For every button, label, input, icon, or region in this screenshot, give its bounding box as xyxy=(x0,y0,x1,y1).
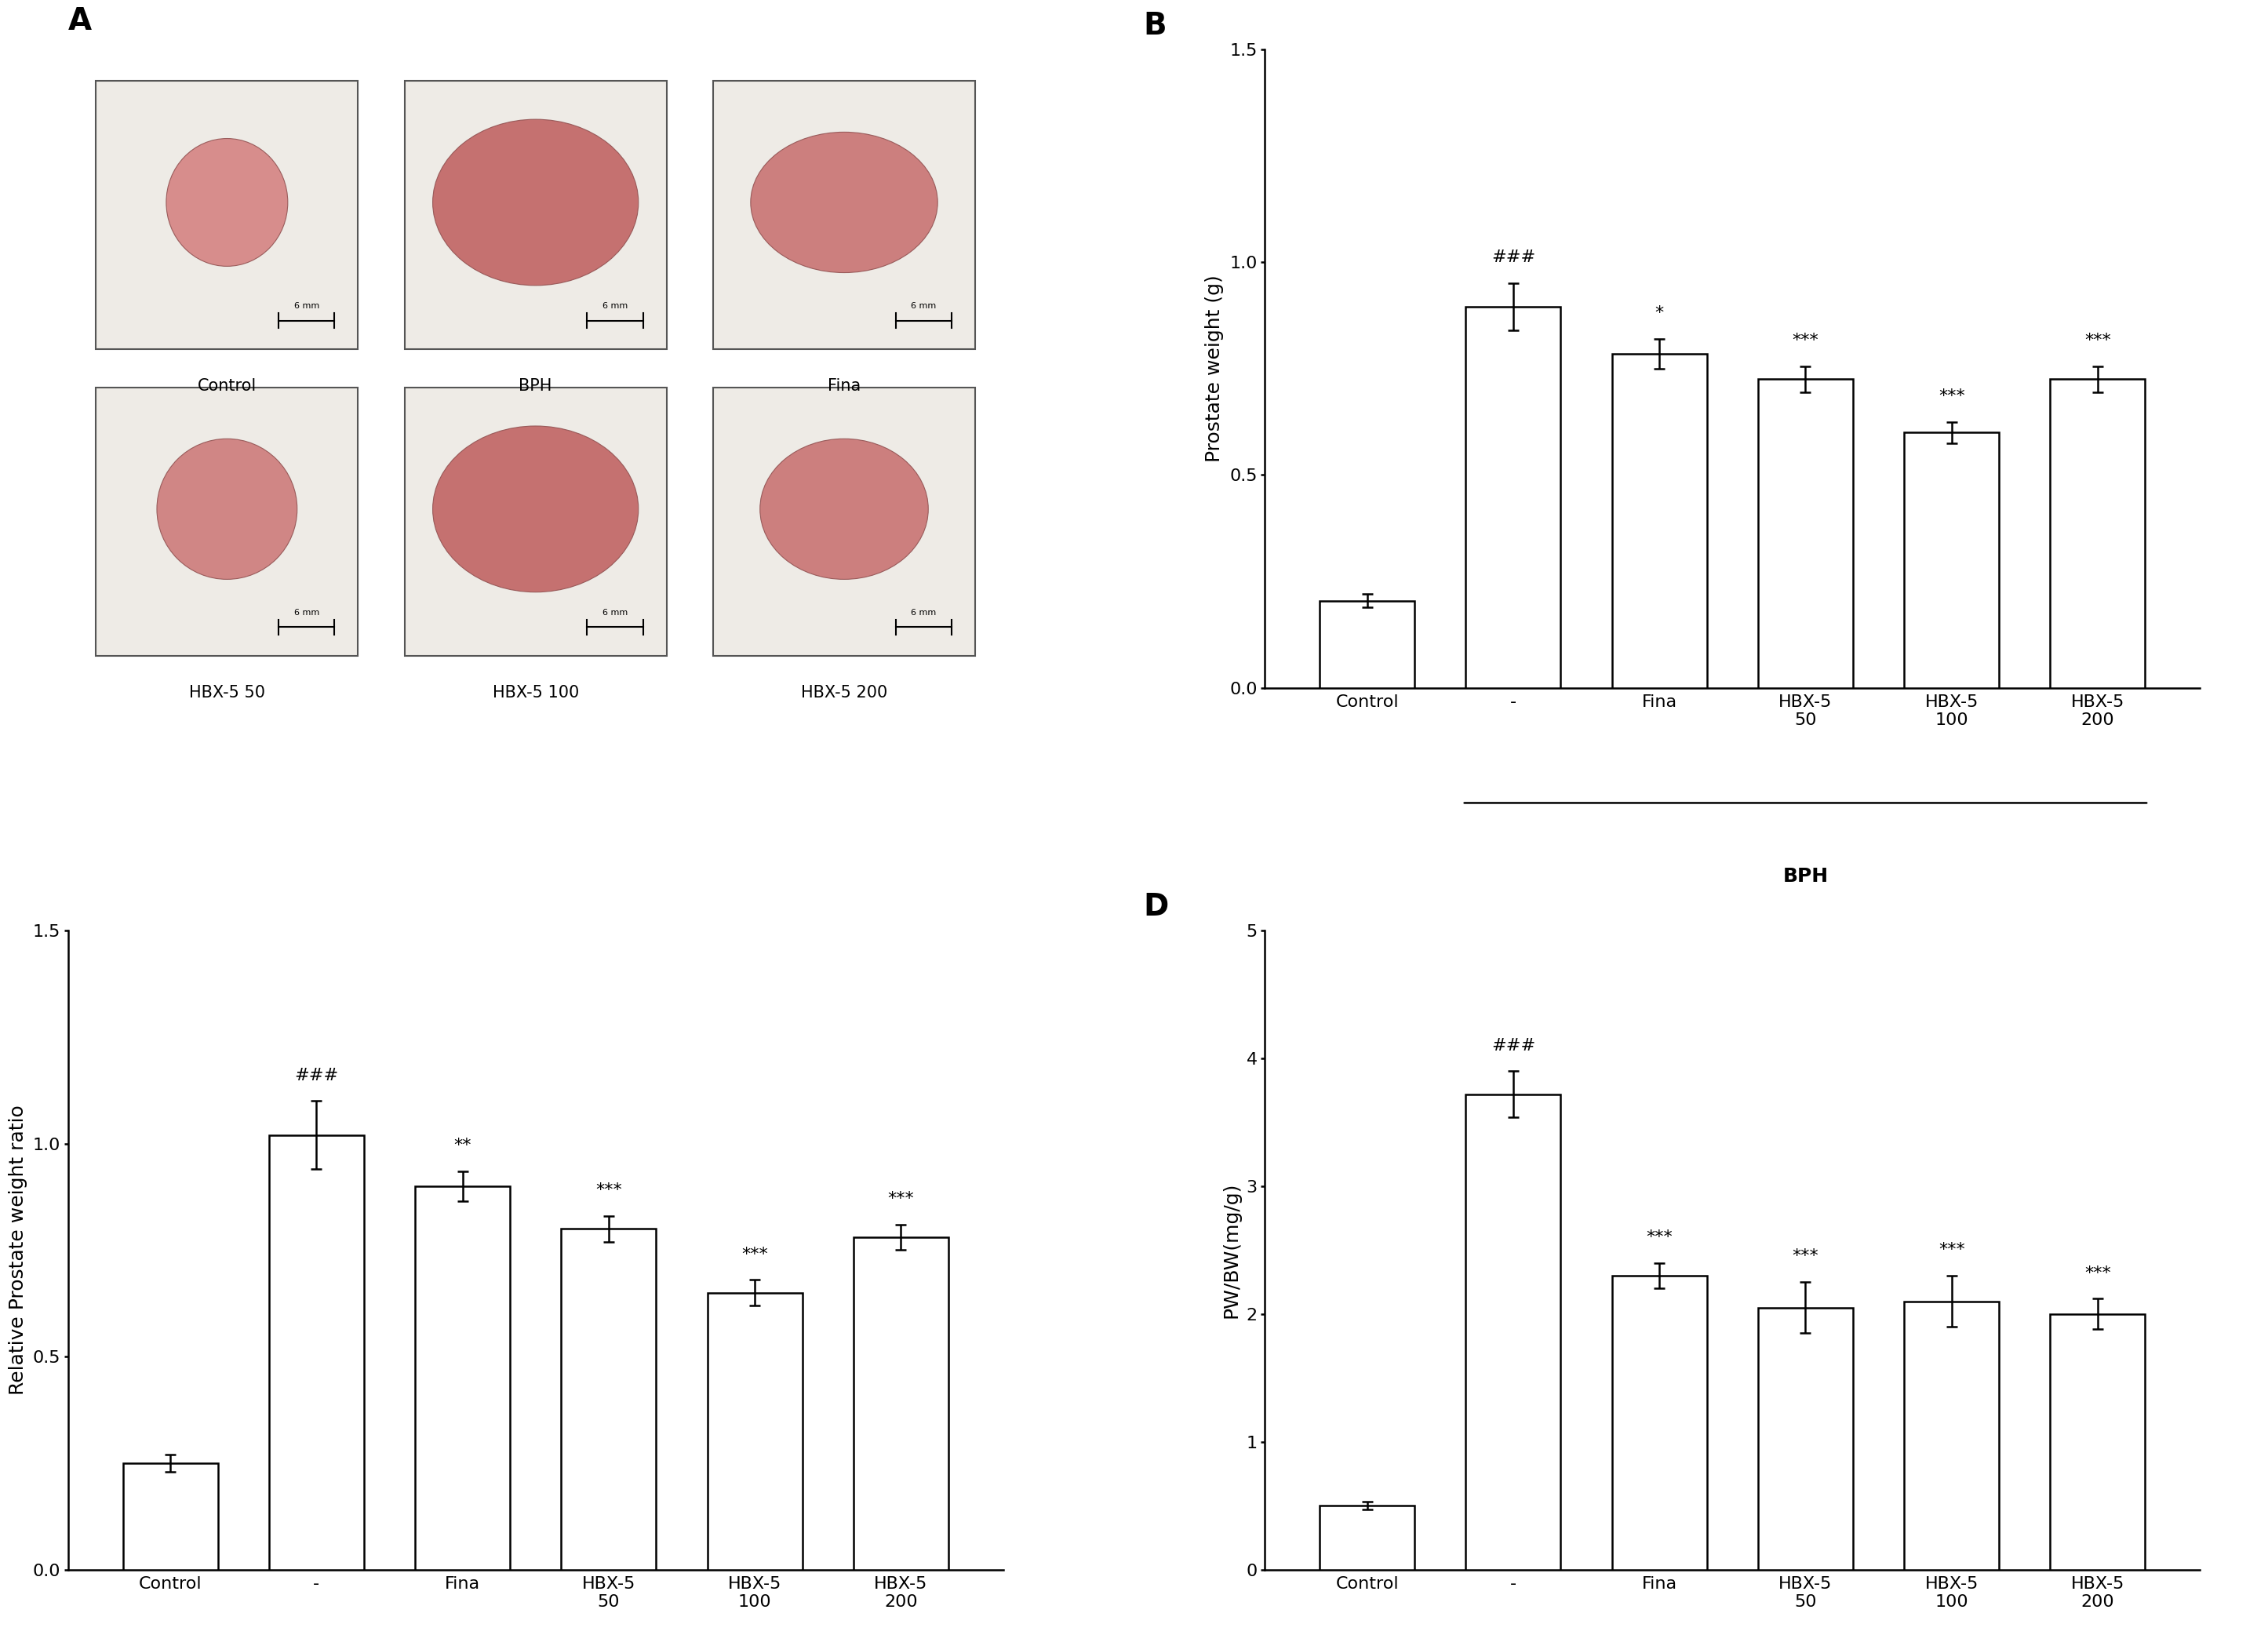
Text: A: A xyxy=(68,7,91,36)
Y-axis label: PW/BW(mg/g): PW/BW(mg/g) xyxy=(1222,1182,1241,1318)
Text: ###: ### xyxy=(1492,1038,1535,1053)
Text: **: ** xyxy=(454,1138,472,1153)
Text: 6 mm: 6 mm xyxy=(912,302,937,309)
Bar xyxy=(1758,379,1853,688)
Ellipse shape xyxy=(760,438,928,579)
Bar xyxy=(122,1463,218,1570)
Text: D: D xyxy=(1143,893,1168,922)
Text: HBX-5 100: HBX-5 100 xyxy=(492,685,578,700)
FancyBboxPatch shape xyxy=(404,387,667,656)
FancyBboxPatch shape xyxy=(95,82,358,350)
Bar xyxy=(708,1293,803,1570)
Bar xyxy=(1465,307,1560,688)
Text: BPH: BPH xyxy=(1783,867,1828,886)
Text: HBX-5 200: HBX-5 200 xyxy=(801,685,887,700)
Bar xyxy=(1320,600,1415,688)
Bar xyxy=(1758,1308,1853,1570)
Text: HBX-5 50: HBX-5 50 xyxy=(188,685,265,700)
Text: ***: *** xyxy=(2084,334,2112,348)
Bar xyxy=(1320,1506,1415,1570)
Text: ***: *** xyxy=(1792,1249,1819,1264)
Text: 6 mm: 6 mm xyxy=(603,302,628,309)
Text: 6 mm: 6 mm xyxy=(603,608,628,616)
Text: ***: *** xyxy=(2084,1265,2112,1280)
Bar xyxy=(1613,353,1708,688)
Ellipse shape xyxy=(166,139,288,267)
Bar xyxy=(270,1135,363,1570)
Text: ***: *** xyxy=(1939,1243,1964,1257)
Text: Control: Control xyxy=(197,378,256,394)
Text: ***: *** xyxy=(1939,387,1964,404)
Bar xyxy=(1613,1275,1708,1570)
FancyBboxPatch shape xyxy=(712,82,975,350)
Text: B: B xyxy=(1143,11,1166,41)
Y-axis label: Relative Prostate weight ratio: Relative Prostate weight ratio xyxy=(9,1105,27,1395)
Bar xyxy=(853,1238,948,1570)
Text: Fina: Fina xyxy=(828,378,862,394)
Text: ###: ### xyxy=(1492,250,1535,265)
Ellipse shape xyxy=(433,427,637,592)
Bar xyxy=(2050,379,2146,688)
Text: ***: *** xyxy=(1792,334,1819,348)
Ellipse shape xyxy=(751,132,937,273)
Y-axis label: Prostate weight (g): Prostate weight (g) xyxy=(1204,275,1225,463)
FancyBboxPatch shape xyxy=(95,387,358,656)
Bar xyxy=(1905,1301,1998,1570)
Text: ***: *** xyxy=(887,1190,914,1207)
Text: BPH: BPH xyxy=(519,378,551,394)
Bar xyxy=(560,1230,655,1570)
Text: ***: *** xyxy=(596,1182,621,1198)
Bar xyxy=(1905,432,1998,688)
FancyBboxPatch shape xyxy=(404,82,667,350)
Text: ***: *** xyxy=(1647,1230,1672,1244)
Text: 6 mm: 6 mm xyxy=(295,302,320,309)
Bar xyxy=(415,1187,510,1570)
Text: ###: ### xyxy=(295,1068,338,1084)
Ellipse shape xyxy=(156,438,297,579)
FancyBboxPatch shape xyxy=(712,387,975,656)
Text: 6 mm: 6 mm xyxy=(295,608,320,616)
Ellipse shape xyxy=(433,119,637,286)
Text: 6 mm: 6 mm xyxy=(912,608,937,616)
Bar xyxy=(1465,1094,1560,1570)
Text: *: * xyxy=(1656,306,1665,320)
Bar xyxy=(2050,1315,2146,1570)
Text: ***: *** xyxy=(742,1246,769,1262)
